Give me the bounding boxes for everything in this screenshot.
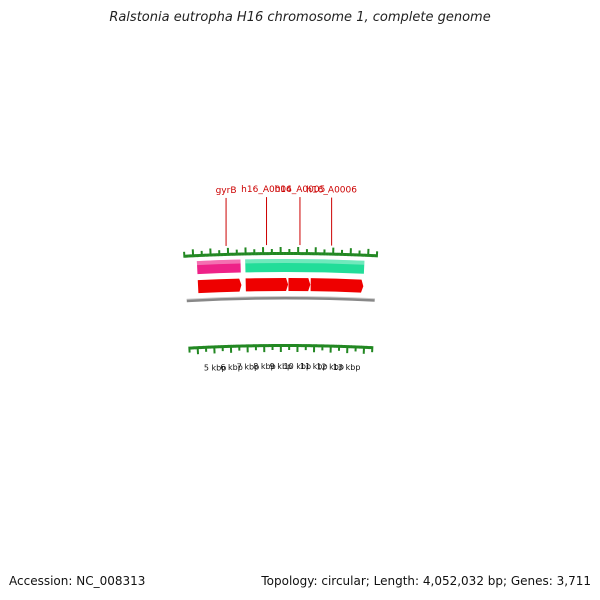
outer-gene-track [196, 258, 365, 275]
kbp-label: 8 kbp [253, 362, 275, 371]
inner-gene-arrow-2 [288, 278, 311, 292]
genome-backbone [186, 296, 375, 303]
kbp-label: 5 kbp [204, 363, 226, 372]
kbp-label: 10 kbp [284, 362, 312, 371]
accession-text: Accession: NC_008313 [9, 574, 146, 588]
inner-gene-track [197, 278, 364, 294]
gene-label: h16_A0004 [241, 185, 292, 195]
gene-label: h16_A0006 [306, 186, 357, 196]
outer-gene-shine [196, 259, 241, 266]
upper-tick-marks [183, 247, 379, 258]
inner-gene-arrow-0 [197, 278, 242, 294]
outer-gene-green [245, 258, 365, 274]
inner-gene-arrow-1 [245, 278, 289, 292]
map-title: Ralstonia eutropha H16 chromosome 1, com… [109, 10, 491, 25]
kbp-label: 6 kbp [220, 363, 242, 372]
gene-label: gyrB [216, 186, 237, 196]
backbone-arc [186, 296, 375, 303]
topology-summary: Topology: circular; Length: 4,052,032 bp… [261, 574, 591, 588]
kbp-label: 11 kbp [300, 362, 328, 371]
backbone-highlight [186, 296, 375, 300]
kbp-label: 9 kbp [270, 362, 292, 371]
kbp-label: 7 kbp [237, 362, 259, 371]
lower-tick-marks [188, 343, 374, 355]
outer-gene-shine [245, 258, 365, 265]
gene-label: h16_A0005 [275, 185, 326, 195]
outer-gene-pink [196, 259, 241, 275]
inner-gene-arrow-3 [310, 278, 364, 293]
kbp-label: 13 kbp [333, 363, 361, 372]
kbp-label: 12 kbp [316, 363, 344, 372]
